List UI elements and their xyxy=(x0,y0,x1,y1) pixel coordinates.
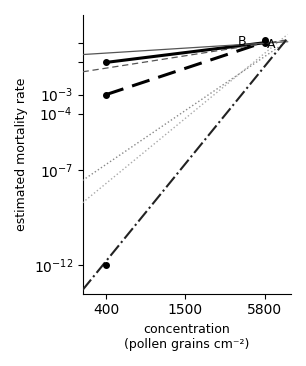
Text: B: B xyxy=(238,36,247,48)
X-axis label: concentration
(pollen grains cm⁻²): concentration (pollen grains cm⁻²) xyxy=(124,323,249,351)
Text: A: A xyxy=(267,38,276,51)
Y-axis label: estimated mortality rate: estimated mortality rate xyxy=(15,78,28,231)
